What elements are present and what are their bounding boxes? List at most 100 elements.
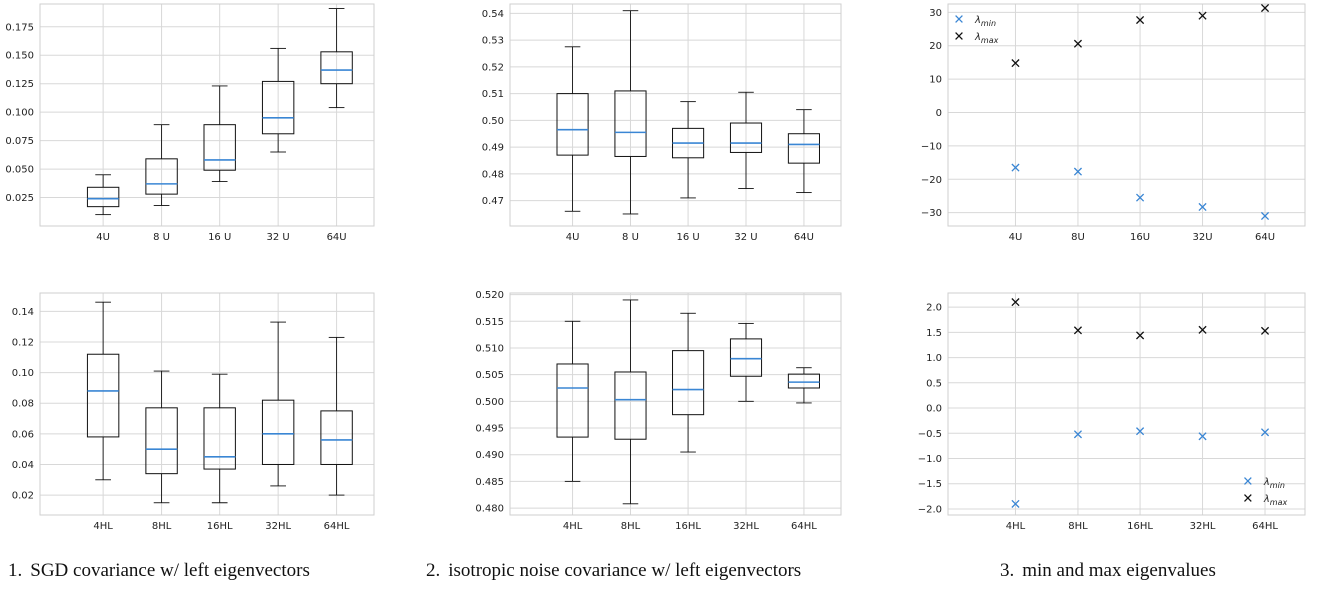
top-left-ytick-label-0: 0.025: [5, 193, 34, 204]
top-right-ytick-label-0: −30: [921, 208, 942, 219]
legend-marker-min: [1244, 477, 1252, 485]
top-middle-box-2: [672, 101, 705, 199]
panel-bottom-right: −2.0 −1.5 −1.0 −0.5 0.0 0.5 1.0 1.5 2.0 4HL 8HL 16H…: [918, 292, 1306, 532]
bottom-middle-box-1: [614, 299, 647, 505]
top-right-point-max-0: [1011, 59, 1020, 68]
box-body: [145, 407, 178, 475]
box-body: [672, 350, 705, 416]
top-middle-ytick-label-6: 0.53: [482, 36, 504, 47]
top-left-xtick-label-1: 8 U: [153, 232, 170, 243]
bottom-left-frame: [39, 292, 375, 516]
top-right-point-min-3: [1198, 202, 1207, 212]
bottom-left-xtick-label-4: 64HL: [324, 521, 350, 532]
top-right-point-max-2: [1136, 15, 1145, 25]
caption-3-number: 3.: [1000, 560, 1015, 581]
legend-symbol: λ: [974, 15, 981, 26]
bottom-left-ytick-label-3: 0.08: [12, 399, 34, 410]
box-body: [556, 93, 589, 156]
top-middle-ytick-label-7: 0.54: [482, 9, 504, 20]
top-left-xtick-label-4: 64U: [327, 232, 347, 243]
bottom-right-series-max: [1011, 298, 1270, 340]
top-left-box-0: [86, 174, 120, 216]
caption-1: 1. SGD covariance w/ left eigenvectors: [8, 560, 310, 582]
box-body: [787, 133, 820, 164]
top-middle-box-0: [556, 46, 589, 212]
bottom-right-ytick-label-3: −0.5: [918, 429, 942, 440]
top-middle-xtick-label-1: 8 U: [622, 232, 639, 243]
top-right-xtick-label-1: 8U: [1071, 232, 1085, 243]
bottom-right-ytick-label-0: −2.0: [918, 504, 942, 515]
box-body: [145, 158, 178, 195]
bottom-middle-xtick-label-4: 64HL: [791, 521, 817, 532]
box-body: [203, 124, 236, 171]
bottom-middle-xtick-label-2: 16HL: [675, 521, 701, 532]
box-body: [729, 338, 763, 377]
top-left-ytick-label-2: 0.075: [5, 136, 34, 147]
bottom-right-ytick-label-2: −1.0: [918, 454, 942, 465]
bottom-right-xtick-label-3: 32HL: [1190, 521, 1216, 532]
legend-symbol: λ: [1263, 477, 1270, 488]
caption-2-text: isotropic noise covariance w/ left eigen…: [448, 560, 802, 581]
top-left-xtick-label-2: 16 U: [208, 232, 231, 243]
bottom-left-ytick-label-1: 0.04: [12, 460, 34, 471]
top-left-box-2: [203, 85, 236, 183]
bottom-left-box-3: [261, 321, 295, 487]
bottom-middle-ytick-label-5: 0.505: [475, 370, 504, 381]
top-middle-ytick-label-4: 0.51: [482, 89, 504, 100]
bottom-right-point-max-0: [1011, 298, 1020, 307]
bottom-right-ytick-label-8: 2.0: [926, 303, 942, 314]
bottom-right-series-min: [1011, 427, 1270, 508]
bottom-right-point-min-1: [1073, 430, 1083, 439]
top-middle-xtick-label-2: 16 U: [676, 232, 699, 243]
box-body: [320, 51, 353, 85]
panel-bottom-left: 0.02 0.04 0.06 0.08 0.10 0.12 0.14 4HL 8HL 16HL 32…: [12, 292, 375, 532]
top-left-xtick-label-3: 32 U: [267, 232, 290, 243]
top-right-point-min-1: [1073, 167, 1083, 176]
bottom-right-point-min-0: [1011, 499, 1020, 508]
box-body: [203, 407, 236, 470]
top-middle-xtick-label-0: 4U: [566, 232, 580, 243]
legend-subscript: max: [1270, 498, 1288, 507]
top-left-box-4: [320, 8, 353, 109]
top-left-ytick-label-3: 0.100: [5, 108, 34, 119]
box-body: [614, 90, 647, 157]
legend-subscript: min: [981, 19, 996, 28]
bottom-right-xtick-label-2: 16HL: [1127, 521, 1153, 532]
top-right-ytick-label-6: 30: [929, 8, 942, 19]
bottom-right-xtick-label-0: 4HL: [1006, 521, 1026, 532]
bottom-right-xtick-label-4: 64HL: [1252, 521, 1278, 532]
panel-top-left: 0.025 0.050 0.075 0.100 0.125 0.150 0.175 4U 8 U…: [5, 3, 375, 243]
bottom-right-point-min-2: [1136, 427, 1145, 436]
top-right-series-max: [1011, 3, 1270, 68]
caption-2-number: 2.: [426, 560, 441, 581]
top-middle-xtick-label-3: 32 U: [734, 232, 757, 243]
bottom-middle-ytick-label-3: 0.495: [475, 424, 504, 435]
bottom-left-box-0: [86, 301, 120, 481]
top-left-ytick-label-1: 0.050: [5, 165, 34, 176]
top-left-frame: [39, 3, 375, 227]
top-middle-xtick-label-4: 64U: [794, 232, 814, 243]
top-right-ytick-label-1: −20: [921, 175, 942, 186]
legend-label-max: λmax: [1263, 494, 1288, 507]
box-body: [320, 410, 353, 465]
bottom-right-ytick-label-7: 1.5: [926, 328, 942, 339]
box-body: [729, 122, 763, 153]
caption-2: 2. isotropic noise covariance w/ left eig…: [426, 560, 801, 582]
top-middle-box-4: [787, 109, 820, 194]
bottom-middle-frame: [509, 292, 842, 516]
bottom-middle-ytick-label-1: 0.485: [475, 477, 504, 488]
top-middle-ytick-label-2: 0.49: [482, 143, 504, 154]
bottom-middle-ytick-label-0: 0.480: [475, 504, 504, 515]
legend-marker-max: [955, 32, 963, 40]
caption-1-text: SGD covariance w/ left eigenvectors: [30, 560, 310, 581]
top-left-box-3: [261, 47, 295, 153]
bottom-middle-ytick-label-2: 0.490: [475, 450, 504, 461]
bottom-right-point-max-4: [1260, 326, 1270, 335]
bottom-left-ytick-label-6: 0.14: [12, 307, 34, 318]
top-right-ytick-label-3: 0: [936, 108, 942, 119]
legend-label-max: λmax: [974, 32, 999, 45]
caption-3: 3. min and max eigenvalues: [1000, 560, 1216, 582]
bottom-middle-ytick-label-8: 0.520: [475, 290, 504, 301]
bottom-right-point-max-2: [1136, 331, 1145, 340]
